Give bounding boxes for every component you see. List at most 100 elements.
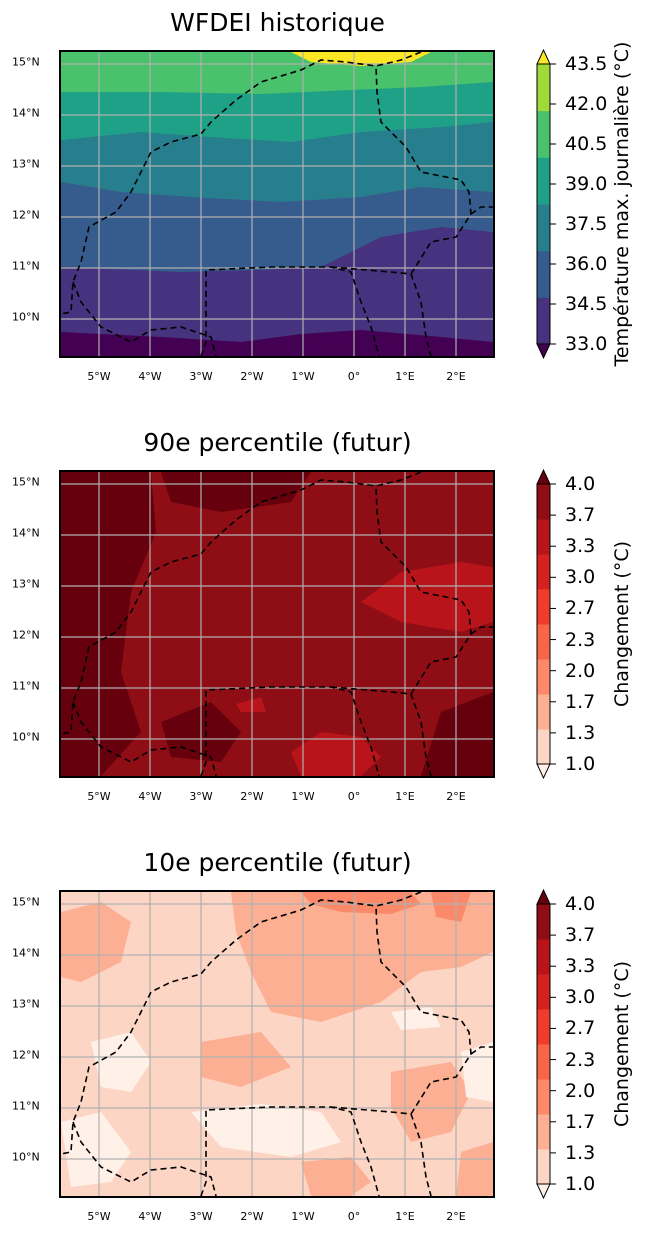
lon-label: 3°W — [189, 370, 213, 383]
colorbar-tick-label: 3.3 — [565, 955, 596, 978]
lat-label: 12°N — [12, 628, 40, 642]
colorbar-tick-label: 1.7 — [565, 690, 596, 713]
gridlines — [61, 472, 493, 776]
change-field — [61, 892, 493, 1196]
lat-label: 11°N — [12, 679, 40, 693]
lon-label: 4°W — [138, 1210, 162, 1223]
lon-label: 1°E — [395, 790, 415, 803]
colorbar-segment — [537, 1149, 550, 1185]
cool-west — [91, 1032, 151, 1092]
colorbar-label: Changement (°C) — [611, 540, 633, 708]
lat-label: 12°N — [12, 1048, 40, 1062]
lon-label: 2°E — [446, 1210, 466, 1223]
cool-sw — [61, 1112, 131, 1187]
panel-title: WFDEI historique — [170, 8, 385, 37]
colorbar — [536, 888, 556, 1200]
colorbar-segment — [537, 1009, 550, 1045]
colorbar-tick-label: 3.3 — [565, 535, 596, 558]
colorbar-frame — [536, 63, 551, 345]
colorbar-segment — [537, 110, 550, 158]
colorbar — [536, 48, 556, 360]
country-borders — [61, 52, 493, 356]
warmer-north — [301, 892, 421, 914]
lat-label: 10°N — [12, 730, 40, 744]
colorbar-segment — [537, 250, 550, 298]
warm-southeast — [391, 1062, 471, 1142]
country-borders — [61, 892, 493, 1196]
temperature-field — [61, 52, 493, 356]
hotspot-south — [301, 336, 401, 356]
dark-west — [61, 472, 156, 776]
colorbar-tick-label: 3.7 — [565, 504, 596, 527]
lat-label: 15°N — [12, 55, 40, 69]
lon-label: 2°W — [240, 1210, 264, 1223]
colorbar-tick-label: 33.0 — [565, 333, 608, 355]
colorbar-segment — [537, 64, 550, 112]
light-east — [361, 562, 493, 632]
colorbar-segment — [537, 1114, 550, 1150]
lon-label: 3°W — [189, 790, 213, 803]
colorbar-segment — [537, 589, 550, 625]
lat-label: 15°N — [12, 895, 40, 909]
lon-label: 3°W — [189, 1210, 213, 1223]
warm-center — [201, 1032, 291, 1087]
colorbar-tick-label: 2.0 — [565, 659, 596, 682]
lon-label: 1°W — [291, 1210, 315, 1223]
colorbar-tick-label: 2.7 — [565, 597, 596, 620]
lon-label: 1°W — [291, 790, 315, 803]
lat-label: 10°N — [12, 1150, 40, 1164]
country-borders — [61, 472, 493, 776]
colorbar-tick-label: 2.3 — [565, 628, 596, 651]
lat-label: 13°N — [12, 577, 40, 591]
colorbar-segment — [537, 659, 550, 695]
colorbar-tick-label: 39.0 — [565, 173, 608, 195]
lon-label: 5°W — [87, 370, 111, 383]
panel-90e-percentile: 90e percentile (futur) — [0, 420, 652, 825]
lat-label: 14°N — [12, 946, 40, 960]
lon-label: 2°E — [446, 370, 466, 383]
light-spot — [236, 697, 266, 712]
colorbar-tick-label: 3.7 — [565, 924, 596, 947]
warm-west — [61, 902, 131, 982]
lon-label: 1°E — [395, 1210, 415, 1223]
colorbar-tick-label: 2.3 — [565, 1048, 596, 1071]
colorbar-tick-label: 3.0 — [565, 566, 596, 589]
panel-wfdei-historique: WFDEI historique — [0, 0, 652, 405]
lon-label: 5°W — [87, 1210, 111, 1223]
gridlines — [61, 52, 493, 356]
colorbar-segment — [537, 729, 550, 765]
map-area — [59, 50, 495, 358]
lat-label: 11°N — [12, 259, 40, 273]
lon-label: 4°W — [138, 790, 162, 803]
colorbar-tick-label: 1.3 — [565, 1141, 596, 1164]
colorbar-tick-label: 1.3 — [565, 721, 596, 744]
colorbar-tick-label: 40.5 — [565, 133, 608, 155]
lat-label: 14°N — [12, 106, 40, 120]
panel-title: 90e percentile (futur) — [143, 428, 412, 457]
colorbar-tick-label: 36.0 — [565, 253, 608, 275]
lon-label: 1°E — [395, 370, 415, 383]
panel-title: 10e percentile (futur) — [143, 848, 412, 877]
lon-label: 4°W — [138, 370, 162, 383]
change-field — [61, 472, 493, 776]
colorbar-extend-low — [536, 343, 551, 360]
colorbar-extend-high — [536, 48, 551, 65]
lat-label: 14°N — [12, 526, 40, 540]
lat-label: 13°N — [12, 997, 40, 1011]
warm-se-corner — [456, 1142, 493, 1196]
colorbar-label: Température max. journalière (°C) — [611, 41, 633, 367]
colorbar-segment — [537, 1079, 550, 1115]
colorbar-segment — [537, 157, 550, 205]
lat-label: 15°N — [12, 475, 40, 489]
colorbar-segment — [537, 204, 550, 252]
colorbar-frame — [536, 483, 551, 765]
colorbar-tick-label: 34.5 — [565, 293, 608, 315]
colorbar-tick-label: 2.7 — [565, 1017, 596, 1040]
colorbar-segment — [537, 624, 550, 660]
colorbar-segment — [537, 904, 550, 940]
lon-label: 0° — [347, 1210, 361, 1223]
warm-north — [231, 892, 493, 1022]
colorbar-segment — [537, 939, 550, 975]
colorbar-extend-low — [536, 763, 551, 780]
light-south — [291, 732, 381, 776]
